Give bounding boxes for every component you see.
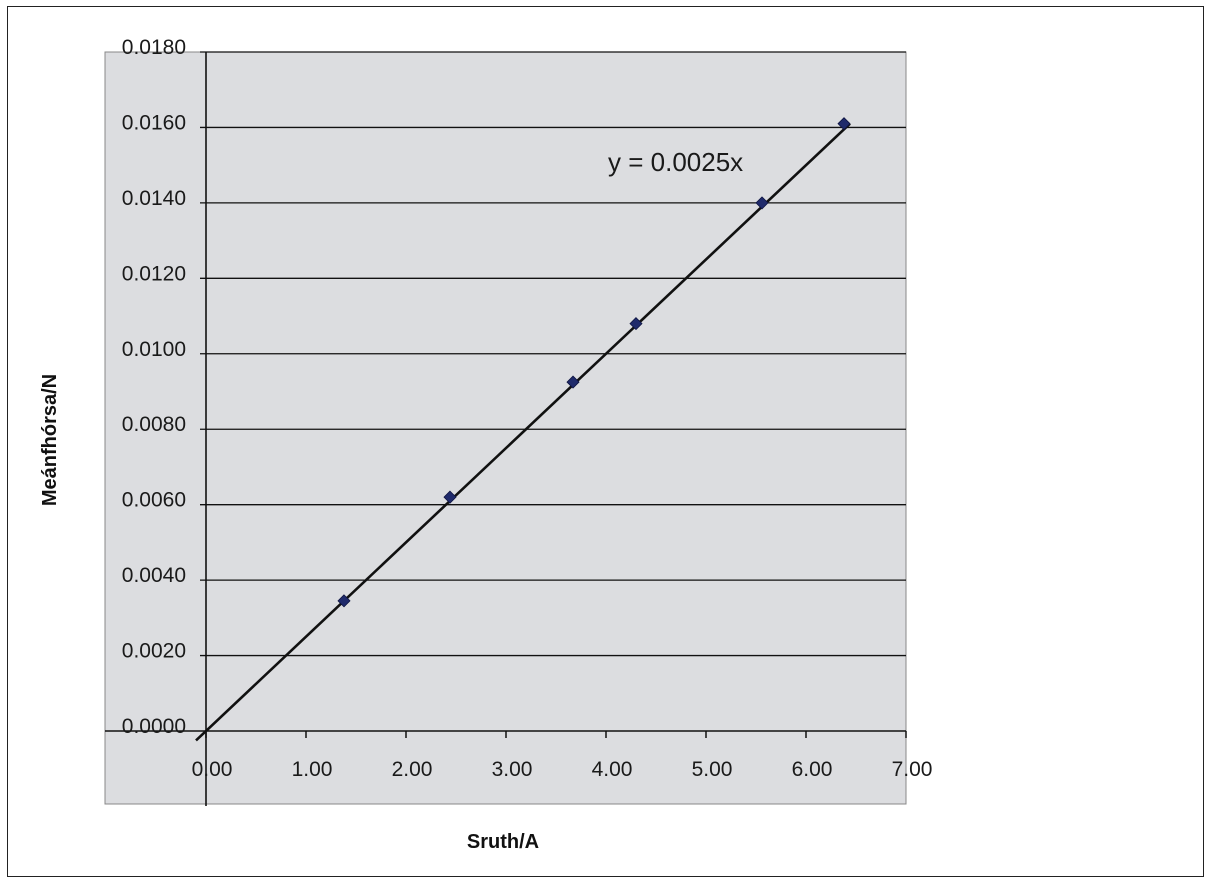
y-tick-label: 0.0160 [122,111,186,134]
x-tick-label: 6.00 [792,758,833,781]
y-axis-title: Meánfhórsa/N [39,374,61,506]
data-point [566,375,580,389]
x-tick-label: 2.00 [392,758,433,781]
trendline-equation: y = 0.0025x [608,147,743,177]
data-point [837,117,851,131]
plot-area [104,51,907,805]
x-axis-title: Sruth/A [467,831,539,853]
y-tick-label: 0.0080 [122,413,186,436]
gridlines [200,51,906,657]
data-point [629,317,643,331]
y-tick-label: 0.0120 [122,262,186,285]
x-tick-label: 5.00 [692,758,733,781]
trendline [195,122,851,742]
x-tick-label: 3.00 [492,758,533,781]
data-point [755,196,769,210]
y-tick-labels: 0.0000 0.0020 0.0040 0.0060 0.0080 0.0100 0.01… [122,36,186,738]
x-tick-labels: 0.00 1.00 2.00 3.00 4.00 5.00 6.00 7.00 [192,731,933,781]
y-tick-label: 0.0100 [122,338,186,361]
x-tick-label: 0.00 [192,758,233,781]
data-point [443,490,457,504]
x-tick-label: 7.00 [892,758,933,781]
x-tick-label: 1.00 [292,758,333,781]
y-tick-label: 0.0020 [122,640,186,663]
y-tick-label: 0.0140 [122,187,186,210]
data-points [337,117,851,608]
y-tick-label: 0.0180 [122,36,186,59]
data-point [337,594,351,608]
y-tick-label: 0.0040 [122,564,186,587]
x-tick-label: 4.00 [592,758,633,781]
y-tick-label: 0.0060 [122,489,186,512]
y-tick-label: 0.0000 [122,715,186,738]
